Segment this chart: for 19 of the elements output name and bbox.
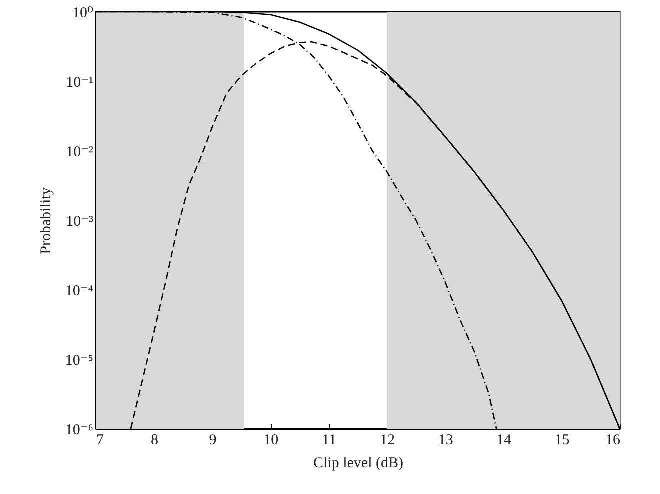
x-axis-title: Clip level (dB) (314, 456, 404, 472)
x-tick-label: 13 (438, 432, 454, 448)
y-axis-title: Probability (38, 187, 54, 254)
x-tick-label: 8 (150, 432, 158, 448)
y-tick-label: 10⁻⁶ (65, 422, 94, 438)
y-tick-label: 10⁻³ (66, 214, 94, 230)
x-tick-label: 10 (264, 432, 279, 448)
x-tick-label: 9 (209, 432, 217, 448)
y-tick-label: 10⁻⁴ (65, 284, 94, 300)
y-tick-label: 10⁻¹ (66, 75, 94, 91)
y-tick-label: 10⁻² (66, 144, 94, 160)
x-tick-label: 14 (496, 432, 512, 448)
x-tick-label: 12 (380, 432, 396, 448)
x-tick-label: 15 (554, 432, 570, 448)
x-tick-label: 16 (606, 432, 621, 448)
x-tick-label: 11 (322, 432, 337, 448)
y-tick-label: 10⁰ (72, 6, 94, 22)
y-tick-label: 10⁻⁵ (65, 353, 94, 369)
x-tick-label: 7 (96, 432, 104, 448)
